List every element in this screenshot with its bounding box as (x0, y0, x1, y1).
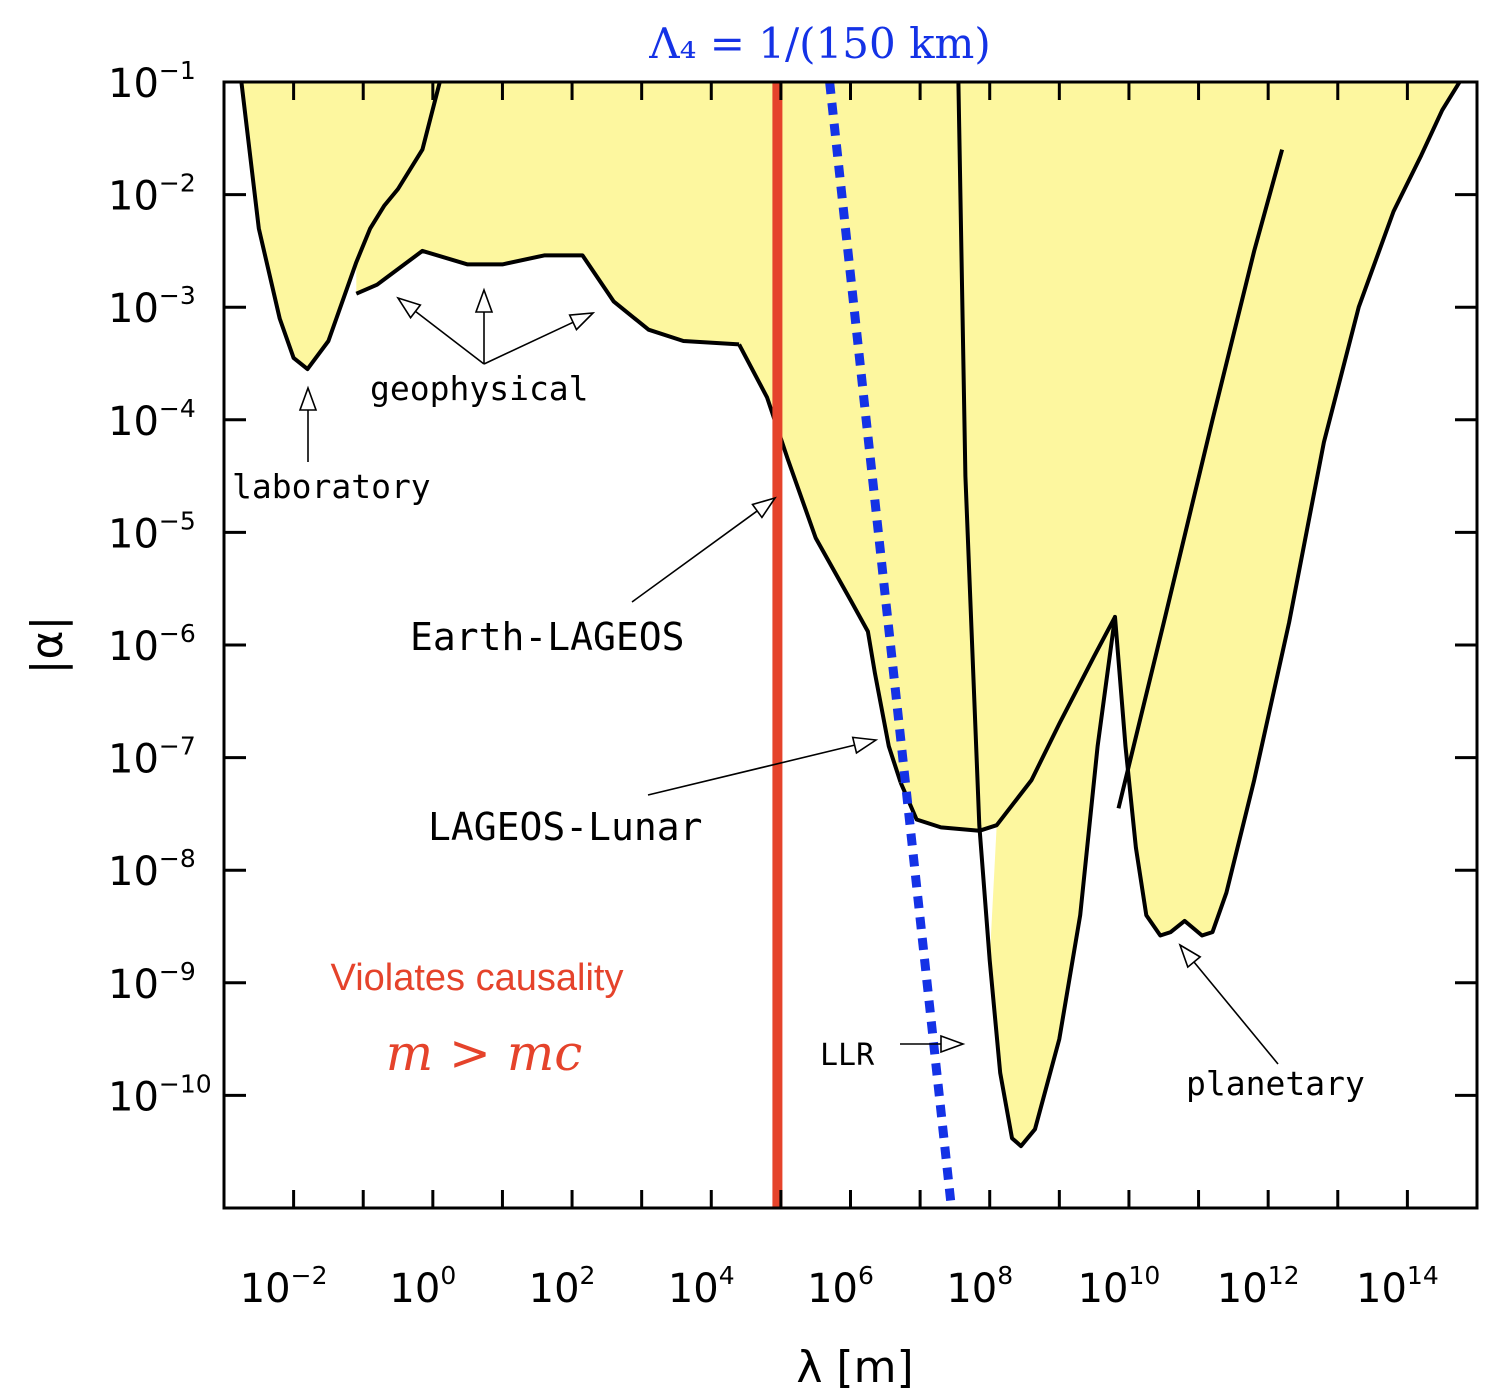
y-tick-label: 10−4 (108, 394, 196, 445)
reference-lines (772, 81, 956, 1209)
llr-label: LLR (820, 1038, 875, 1073)
earth-lageos-arrow (631, 496, 777, 603)
earth-lageos-label: Earth-LAGEOS (410, 615, 685, 659)
y-tick-label: 10−7 (108, 732, 196, 783)
causality-math: m > mc (386, 1024, 583, 1082)
y-tick-label: 10−1 (108, 56, 196, 107)
x-tick-label: 102 (529, 1261, 596, 1312)
curve-laboratory (239, 81, 442, 372)
y-tick-label: 10−6 (108, 619, 196, 670)
curve-lageos-lunar (898, 615, 1117, 833)
y-tick-label: 10−3 (108, 281, 196, 332)
y-tick-label: 10−8 (108, 844, 196, 895)
x-tick-label: 104 (668, 1261, 735, 1312)
y-tick-label: 10−9 (108, 957, 196, 1008)
llr-arrow (900, 1034, 966, 1054)
annotations: laboratory geophysical Earth-LAGEOS LAGE… (232, 287, 1365, 1103)
geophysical-arrow-right (483, 312, 596, 365)
chart-title-text: Λ₄ = 1/(150 km) (648, 19, 991, 68)
planetary-arrow (1178, 943, 1279, 1065)
x-tick-label: 106 (807, 1261, 874, 1312)
x-tick-label: 100 (389, 1261, 456, 1312)
causality-label: Violates causality (331, 957, 624, 999)
chart-title: Λ₄ = 1/(150 km) (648, 19, 991, 68)
main-excluded-region (356, 82, 1477, 1147)
laboratory-arrow (298, 385, 318, 462)
axis-tick-labels: 10−2 100 102 104 106 108 1010 1012 1014 10−1 10−2 1… (108, 56, 1439, 1312)
curve-geophysical (355, 248, 740, 347)
excluded-region (241, 82, 1477, 1147)
lageos-lunar-label: LAGEOS-Lunar (428, 805, 703, 849)
y-tick-label: 10−10 (108, 1069, 212, 1120)
y-tick-label: 10−5 (108, 506, 196, 557)
geophysical-label: geophysical (370, 369, 589, 408)
lageos-lunar-arrow (647, 736, 879, 796)
planetary-label: planetary (1186, 1064, 1365, 1103)
x-tick-label: 1012 (1217, 1261, 1300, 1312)
geophysical-arrow-left (396, 296, 485, 365)
x-tick-label: 1010 (1078, 1261, 1161, 1312)
x-axis-title: λ [m] (796, 1342, 913, 1393)
axis-ticks (224, 80, 1477, 1208)
laboratory-label: laboratory (232, 467, 431, 506)
curve-planetary (1116, 149, 1285, 809)
y-axis-title: |α| (22, 616, 73, 675)
x-tick-label: 10−2 (240, 1261, 328, 1312)
curve-llr (956, 80, 1462, 1149)
geophysical-arrow-mid (474, 287, 494, 364)
y-tick-label: 10−2 (108, 169, 196, 220)
x-tick-label: 108 (946, 1261, 1013, 1312)
x-tick-label: 1014 (1356, 1261, 1439, 1312)
